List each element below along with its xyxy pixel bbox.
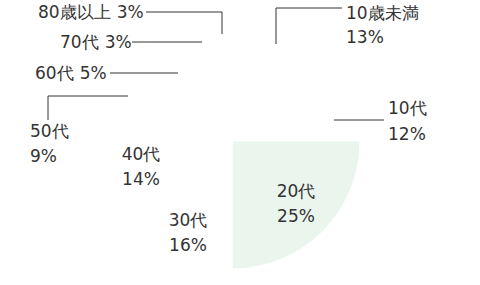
leader-lines [48, 8, 384, 120]
value-label: 25% [277, 206, 315, 226]
category-label: 70代 [60, 32, 99, 52]
category-label: 50代 [30, 121, 69, 141]
leader-line [146, 12, 222, 34]
value-label: 3% [117, 2, 144, 22]
value-label: 9% [30, 146, 57, 166]
value-label: 3% [105, 32, 132, 52]
category-label: 60代 [35, 63, 74, 83]
labels: 10歳未満 13% 10代 12% 20代 25% 30代 16% 40代 14% 50代 9% 60代… [30, 2, 427, 255]
category-label: 40代 [122, 144, 161, 164]
slice-label: 60代 5% [35, 63, 107, 83]
leader-line [110, 73, 178, 74]
category-label: 10歳未満 [346, 3, 419, 23]
leader-line [48, 96, 128, 120]
category-label: 10代 [388, 98, 427, 118]
leader-line [132, 42, 202, 43]
leader-line [334, 120, 384, 121]
slice-label: 70代 3% [60, 32, 132, 52]
slices [232, 141, 360, 269]
category-label: 30代 [169, 210, 208, 230]
value-label: 13% [346, 27, 384, 47]
chart: 10歳未満 13% 10代 12% 20代 25% 30代 16% 40代 14% 50代 9% 60代… [0, 0, 480, 285]
slice-label: 80歳以上 3% [38, 2, 144, 22]
category-label: 20代 [277, 181, 316, 201]
value-label: 5% [80, 63, 107, 83]
leader-line [276, 8, 342, 44]
value-label: 16% [169, 235, 207, 255]
slice [232, 141, 360, 269]
category-label: 80歳以上 [38, 2, 111, 22]
value-label: 12% [388, 124, 426, 144]
value-label: 14% [122, 169, 160, 189]
